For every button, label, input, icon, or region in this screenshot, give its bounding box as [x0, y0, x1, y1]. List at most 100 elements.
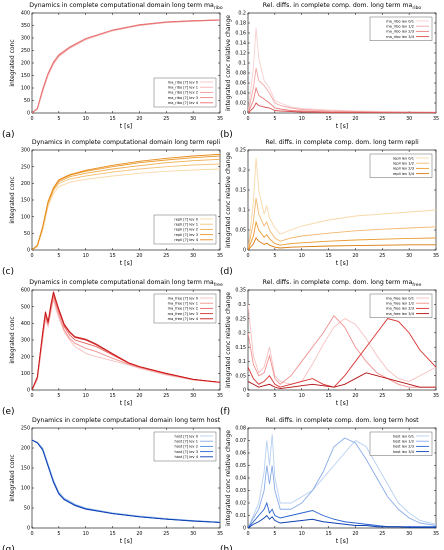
y-tick-label: 200 — [21, 354, 30, 360]
legend-label: host [?] lev 2 — [174, 445, 198, 449]
y-tick-label: 100 — [21, 214, 30, 220]
chart-title: Rel. diffs. in complete comp. dom. long … — [265, 417, 419, 424]
y-tick-label: 0.15 — [235, 345, 246, 351]
x-axis-label: t [s] — [120, 123, 132, 130]
y-tick-label: 0.14 — [235, 41, 246, 47]
y-tick-label: 0 — [243, 526, 246, 532]
x-tick-label: 30 — [190, 393, 196, 399]
y-tick-label: 0.04 — [235, 476, 246, 482]
y-tick-label: 0.1 — [238, 61, 246, 67]
x-tick-label: 35 — [217, 116, 223, 122]
y-tick-label: 0.25 — [235, 316, 246, 322]
x-tick-label: 0 — [30, 253, 33, 259]
chart-panel-1: (a) Dynamics in complete computational do… — [2, 2, 223, 140]
x-tick-label: 5 — [57, 531, 60, 537]
y-tick-label: 150 — [21, 198, 30, 204]
y-tick-label: 0.07 — [235, 438, 246, 444]
chart-title: Dynamics in complete computational domai… — [29, 2, 223, 11]
y-axis-label: integrated conc relative change — [225, 292, 232, 388]
x-tick-label: 15 — [110, 253, 116, 259]
x-tick-label: 5 — [57, 253, 60, 259]
x-tick-label: 15 — [110, 531, 116, 537]
x-tick-label: 15 — [326, 531, 332, 537]
y-tick-label: 0.35 — [235, 288, 246, 294]
legend-label: host lev 3/4 — [393, 450, 415, 454]
legend-label: ma_free [?] lev 4 — [168, 317, 199, 321]
y-tick-label: 200 — [21, 181, 30, 187]
panel-label: (h) — [220, 545, 233, 550]
series-line-5 — [32, 291, 220, 390]
y-tick-label: 0.1 — [238, 359, 246, 365]
y-tick-label: 300 — [21, 338, 30, 344]
x-tick-label: 5 — [57, 393, 60, 399]
y-tick-label: 0.16 — [235, 31, 246, 37]
chart-title-text: Rel. diffs. in complete comp. dom. long … — [263, 279, 413, 286]
legend-label: ma_ribo [?] lev 2 — [168, 91, 198, 95]
x-tick-label: 30 — [190, 253, 196, 259]
y-tick-label: 250 — [21, 164, 30, 170]
y-tick-label: 0.08 — [235, 71, 246, 77]
series-line-2 — [248, 437, 436, 528]
y-tick-label: 300 — [21, 148, 30, 154]
y-tick-label: 0.3 — [238, 302, 246, 308]
series-line-4 — [248, 372, 436, 390]
series-line-4 — [248, 514, 436, 528]
x-tick-label: 35 — [217, 531, 223, 537]
y-axis-label: integrated conc relative change — [225, 430, 232, 526]
legend-label: host lev 1/2 — [393, 440, 414, 444]
x-axis-label: t [s] — [336, 538, 348, 545]
chart-title-text: Dynamics in complete computational domai… — [32, 139, 221, 146]
series-line-1 — [248, 27, 436, 113]
y-tick-label: 150 — [21, 73, 30, 79]
y-tick-label: 250 — [21, 48, 30, 54]
y-axis-label: integrated conc relative change — [225, 152, 232, 248]
chart-panel-4: (d) Rel. diffs. in complete comp. dom. lo… — [220, 139, 439, 277]
legend-label: ma_free lev 3/4 — [386, 312, 415, 316]
legend: ma_free [?] lev 0ma_free [?] lev 1ma_fre… — [153, 293, 217, 324]
y-tick-label: 50 — [24, 98, 30, 104]
plot-frame — [31, 427, 221, 529]
plot-frame — [247, 149, 437, 251]
y-axis-label: integrated conc — [9, 454, 16, 501]
legend-label: host lev 2/3 — [393, 445, 414, 449]
y-tick-label: 0.25 — [235, 148, 246, 154]
legend-label: ma_ribo [?] lev 4 — [168, 101, 199, 105]
x-axis-label: t [s] — [336, 123, 348, 130]
series-line-1 — [32, 299, 220, 390]
y-axis-label: integrated conc — [9, 39, 16, 86]
x-tick-label: 0 — [30, 116, 33, 122]
y-tick-label: 0 — [27, 111, 30, 117]
chart-panel-7: (g) Dynamics in complete computational do… — [2, 417, 223, 550]
x-tick-label: 10 — [299, 393, 305, 399]
chart-title-subscript: ribo — [412, 5, 421, 11]
chart-panel-6: (f) Rel. diffs. in complete comp. dom. lo… — [220, 279, 439, 417]
y-tick-label: 0 — [243, 248, 246, 254]
series-line-1 — [32, 168, 220, 250]
panel-label: (b) — [220, 130, 233, 140]
legend: ma_ribo [?] lev 0ma_ribo [?] lev 1ma_rib… — [153, 77, 217, 108]
x-tick-label: 15 — [110, 116, 116, 122]
y-tick-label: 0.02 — [235, 501, 246, 507]
legend-label: ma_free [?] lev 3 — [168, 312, 198, 316]
y-tick-label: 100 — [21, 371, 30, 377]
legend-label: repli [?] lev 4 — [174, 238, 198, 242]
y-tick-label: 0 — [27, 526, 30, 532]
panel-label: (e) — [2, 407, 15, 417]
x-tick-label: 0 — [246, 116, 249, 122]
y-axis-label: integrated conc — [9, 176, 16, 223]
chart-title: Dynamics in complete computational domai… — [29, 279, 223, 288]
x-tick-label: 35 — [433, 393, 439, 399]
series-line-2 — [32, 296, 220, 390]
panel-label: (c) — [2, 267, 14, 277]
x-tick-label: 35 — [217, 253, 223, 259]
x-tick-label: 20 — [136, 531, 142, 537]
chart-title-subscript: free — [412, 282, 421, 288]
panel-label: (f) — [220, 407, 230, 417]
chart-title-subscript: ribo — [214, 5, 223, 11]
chart-panel-3: (c) Dynamics in complete computational do… — [2, 139, 223, 277]
y-tick-label: 500 — [21, 304, 30, 310]
legend: ma_free lev 0/1ma_free lev 1/2ma_free le… — [369, 293, 433, 318]
legend-label: host [?] lev 3 — [174, 450, 198, 454]
y-tick-label: 100 — [21, 486, 30, 492]
